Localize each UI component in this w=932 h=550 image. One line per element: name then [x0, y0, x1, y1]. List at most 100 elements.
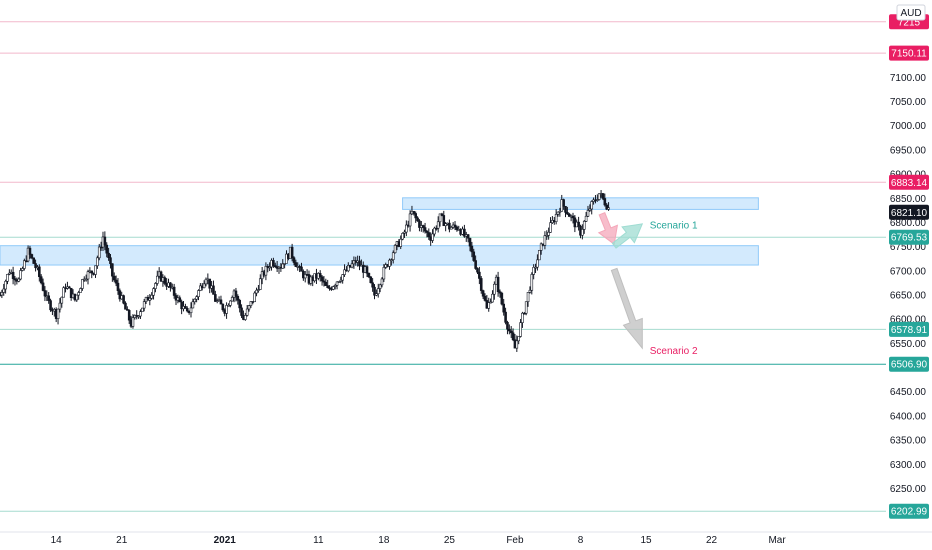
price-tick-label: 6350.00 [890, 436, 927, 447]
candle-body [489, 301, 492, 304]
last-price-badge [889, 204, 929, 220]
candle-body [169, 282, 172, 288]
candle-body [564, 206, 567, 213]
candle-body [438, 213, 442, 223]
candle-body [139, 311, 142, 317]
candle-body [466, 234, 470, 239]
candle-body [172, 286, 176, 296]
candle-body [249, 301, 253, 306]
price-tick-label: 6800.00 [890, 218, 927, 229]
candle-body [588, 208, 592, 211]
candle-body [341, 274, 344, 281]
candle-body [335, 281, 339, 286]
candle-body [264, 266, 268, 276]
price-badge [889, 321, 929, 337]
candle-body [230, 297, 234, 302]
candle-body [191, 301, 195, 309]
candle-body [521, 312, 524, 323]
candle-body [453, 224, 457, 228]
candle-body [62, 287, 65, 298]
candle-body [258, 278, 262, 290]
candle-body [69, 287, 73, 298]
candle-body [444, 223, 447, 227]
candle-body [549, 222, 552, 233]
candle-body [131, 317, 135, 327]
candle-body [77, 292, 80, 296]
candle-body [124, 302, 127, 310]
candle-body [79, 288, 82, 293]
candle-body [566, 212, 569, 215]
candle-body [476, 268, 479, 273]
candle-body [332, 286, 335, 290]
candle-body [440, 213, 444, 216]
candle-body [47, 295, 50, 301]
candle-body [421, 225, 425, 228]
candle-body [382, 267, 386, 280]
candle-body [586, 210, 590, 217]
time-tick-label: 11 [313, 535, 324, 546]
candle-body [67, 286, 71, 289]
price-tick-label: 6850.00 [890, 194, 927, 205]
time-tick-label: 18 [378, 535, 390, 546]
candle-body [539, 243, 543, 251]
candle-body [416, 217, 419, 222]
candle-body [401, 233, 404, 240]
candle-body [318, 273, 322, 278]
scenario-arrow [597, 212, 619, 246]
candle-body [375, 293, 378, 296]
candle-body [556, 211, 560, 215]
candle-body [601, 193, 605, 199]
candle-body [369, 276, 373, 284]
price-tick-label: 7000.00 [890, 121, 927, 132]
price-axis[interactable]: 7100.007050.007000.006950.006900.006850.… [886, 0, 932, 550]
candle-body [483, 295, 487, 301]
price-tick-label: 6600.00 [890, 315, 927, 326]
annotation-label: Scenario 1 [650, 220, 698, 231]
currency-badge[interactable]: AUD [896, 4, 926, 21]
candle-body [562, 199, 565, 207]
time-tick-label: 25 [444, 535, 456, 546]
candle-body [268, 266, 271, 269]
range-zone [0, 245, 759, 266]
candle-body [470, 245, 474, 253]
candle-body [524, 301, 528, 314]
candle-body [442, 215, 446, 227]
candle-body [390, 259, 393, 261]
candle-body [543, 235, 547, 246]
candle-body [244, 315, 247, 320]
candle-body [30, 254, 34, 259]
candle-body [350, 263, 354, 268]
price-badge [889, 503, 929, 519]
candle-body [126, 308, 129, 311]
price-tick-label: 6400.00 [890, 411, 927, 422]
candle-body [122, 295, 125, 304]
candle-body [281, 263, 285, 269]
candle-body [481, 290, 485, 297]
candle-body [103, 236, 107, 246]
time-tick-label: 21 [116, 535, 128, 546]
time-axis[interactable]: 14 21 2021 11 18 25 Feb 8 15 22 Mar [0, 531, 932, 546]
candle-body [294, 262, 298, 267]
candle-body [532, 266, 535, 275]
candle-body [491, 293, 494, 303]
candle-body [339, 279, 343, 282]
candle-body [199, 285, 202, 291]
candle-body [423, 227, 427, 232]
candle-body [371, 282, 374, 288]
candle-body [515, 340, 519, 349]
candle-body [547, 231, 550, 236]
candle-body [99, 246, 103, 249]
candle-body [517, 336, 520, 342]
range-zone [402, 197, 759, 210]
candle-body [509, 330, 513, 334]
candle-body [38, 266, 41, 277]
candle-body [468, 237, 472, 247]
time-tick-label: 22 [706, 535, 718, 546]
candle-body [427, 232, 431, 238]
candle-body [154, 283, 157, 289]
candle-body [472, 251, 476, 261]
candle-body [81, 279, 84, 289]
candle-body [558, 210, 562, 213]
candle-body [84, 278, 88, 281]
